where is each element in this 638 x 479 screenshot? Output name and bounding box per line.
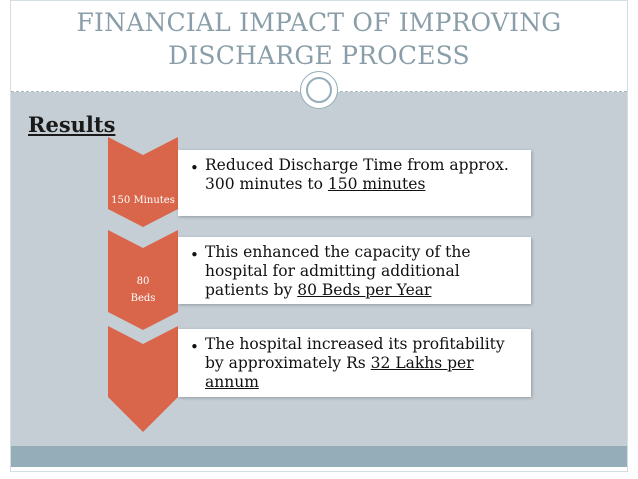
chevron-shape-icon: [108, 137, 178, 227]
step-2-label-line-1: 80: [136, 276, 150, 287]
chevron-step-1: [108, 137, 178, 227]
step-2-label: 80 Beds: [108, 273, 178, 307]
section-heading: Results: [28, 112, 116, 137]
slide-frame: [10, 0, 628, 472]
bullet-icon: •: [190, 246, 199, 264]
step-3-text-plain: The hospital increased its profitability…: [205, 335, 505, 372]
slide-title: FINANCIAL IMPACT OF IMPROVING DISCHARGE …: [11, 6, 627, 72]
step-1-text-plain: Reduced Discharge Time from approx. 300 …: [205, 156, 509, 193]
step-2-text: This enhanced the capacity of the hospit…: [205, 243, 525, 300]
chevron-step-3: [108, 326, 178, 432]
step-3-text: The hospital increased its profitability…: [205, 335, 525, 392]
step-2-card: • This enhanced the capacity of the hosp…: [178, 237, 531, 304]
bullet-icon: •: [190, 159, 199, 177]
chevron-step-2: [108, 230, 178, 330]
step-1-card: • Reduced Discharge Time from approx. 30…: [178, 150, 531, 216]
chevron-shape-icon: [108, 230, 178, 330]
ring-inner: [306, 77, 332, 103]
step-3-text-emphasis: 32 Lakhs per annum: [205, 354, 474, 391]
step-2-text-emphasis: 80 Beds per Year: [297, 281, 432, 299]
ring-ornament-icon: [300, 71, 338, 109]
step-1-label: 150 Minutes: [108, 192, 178, 209]
title-line-1: FINANCIAL IMPACT OF IMPROVING: [76, 8, 562, 37]
step-3-card: • The hospital increased its profitabili…: [178, 329, 531, 397]
title-line-2: DISCHARGE PROCESS: [168, 41, 470, 70]
bullet-icon: •: [190, 338, 199, 356]
step-1-text: Reduced Discharge Time from approx. 300 …: [205, 156, 525, 194]
footer-bar: [11, 446, 627, 467]
step-1-label-line-1: 150 Minutes: [111, 195, 175, 206]
chevron-shape-icon: [108, 326, 178, 432]
step-2-text-plain: This enhanced the capacity of the hospit…: [205, 243, 471, 299]
step-2-label-line-2: Beds: [130, 293, 156, 304]
step-1-text-emphasis: 150 minutes: [327, 175, 426, 193]
